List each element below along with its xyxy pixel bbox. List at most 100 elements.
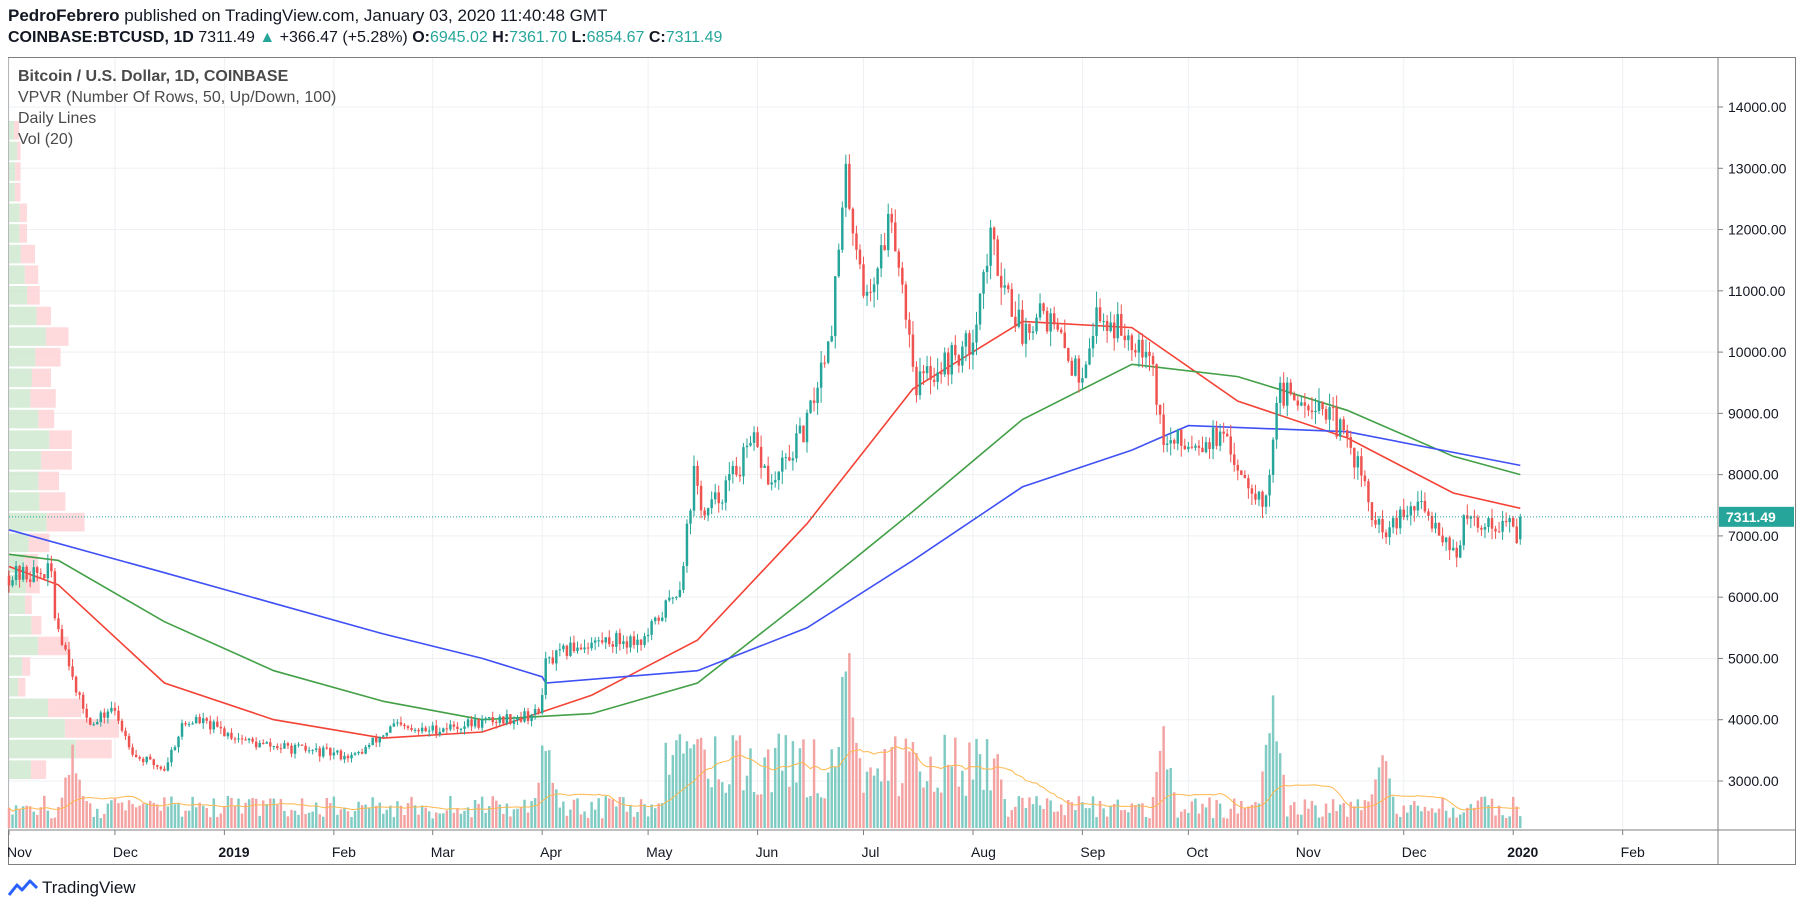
candle-body bbox=[837, 249, 841, 277]
candle-body bbox=[1067, 348, 1070, 361]
volume-bar bbox=[498, 804, 502, 828]
volume-bar bbox=[149, 800, 152, 828]
volume-bar bbox=[1169, 767, 1172, 828]
legend-title[interactable]: Bitcoin / U.S. Dollar, 1D, COINBASE bbox=[18, 68, 289, 85]
legend-volume[interactable]: Vol (20) bbox=[18, 131, 74, 148]
candle-body bbox=[1056, 324, 1059, 330]
vpvr-up-bar bbox=[9, 162, 16, 181]
author-name[interactable]: PedroFebrero bbox=[8, 6, 120, 25]
volume-bar bbox=[382, 813, 385, 828]
candle-body bbox=[329, 747, 332, 756]
volume-bar bbox=[1473, 807, 1476, 828]
candle-body bbox=[473, 719, 477, 727]
candle-body bbox=[516, 717, 519, 721]
volume-bar bbox=[1423, 806, 1427, 828]
candle-body bbox=[523, 711, 526, 722]
volume-bar bbox=[911, 742, 915, 828]
vpvr-down-bar bbox=[36, 306, 51, 326]
candle-body bbox=[1490, 518, 1494, 529]
vpvr-up-bar bbox=[9, 574, 26, 594]
candle-body bbox=[1014, 316, 1017, 327]
candle-body bbox=[265, 742, 268, 744]
volume-bar bbox=[14, 805, 18, 828]
candle-body bbox=[548, 657, 551, 659]
candle-body bbox=[1335, 407, 1338, 437]
candle-body bbox=[1247, 478, 1250, 489]
volume-bar bbox=[830, 749, 833, 828]
candle-body bbox=[851, 208, 855, 234]
candle-body bbox=[1141, 339, 1144, 358]
candle-body bbox=[307, 750, 311, 752]
tradingview-logo-icon bbox=[8, 879, 38, 896]
volume-bar bbox=[791, 741, 795, 828]
vpvr-up-bar bbox=[9, 306, 37, 326]
volume-bar bbox=[378, 802, 381, 828]
volume-bar bbox=[1466, 807, 1469, 828]
candle-body bbox=[1127, 335, 1130, 341]
candle-body bbox=[978, 293, 982, 325]
volume-bar bbox=[918, 771, 922, 828]
volume-bar bbox=[1102, 808, 1105, 828]
volume-bar bbox=[894, 736, 897, 828]
candle-body bbox=[304, 745, 307, 751]
volume-bar bbox=[1261, 771, 1264, 828]
volume-bar bbox=[1303, 799, 1307, 828]
candle-body bbox=[992, 227, 996, 240]
volume-bar bbox=[1420, 811, 1423, 828]
volume-bar bbox=[138, 805, 141, 828]
volume-bar bbox=[1109, 805, 1112, 828]
volume-bar bbox=[336, 814, 339, 828]
time-tick-label: Oct bbox=[1186, 844, 1208, 860]
volume-bar bbox=[1056, 811, 1059, 828]
volume-bar bbox=[431, 818, 434, 828]
volume-bar bbox=[1116, 799, 1119, 828]
candle-body bbox=[159, 766, 163, 769]
candle-body bbox=[445, 728, 449, 730]
volume-bar bbox=[657, 803, 660, 828]
open-label: O: bbox=[412, 29, 430, 46]
volume-bar bbox=[406, 803, 410, 828]
volume-bar bbox=[1293, 801, 1296, 828]
volume-bar bbox=[502, 813, 505, 828]
vpvr-up-bar bbox=[9, 265, 25, 284]
candle-body bbox=[103, 712, 106, 718]
volume-bar bbox=[223, 806, 226, 828]
vpvr-down-bar bbox=[13, 121, 19, 140]
candle-body bbox=[36, 567, 39, 573]
volume-bar bbox=[11, 814, 14, 828]
footer-brand[interactable]: TradingView bbox=[8, 878, 136, 898]
candle-body bbox=[632, 636, 636, 645]
volume-bar bbox=[795, 782, 798, 828]
volume-bar bbox=[1289, 805, 1292, 828]
volume-bar bbox=[579, 814, 583, 828]
volume-bar bbox=[1268, 733, 1271, 828]
volume-bar bbox=[816, 793, 819, 828]
candle-body bbox=[233, 738, 237, 740]
candle-body bbox=[731, 465, 735, 475]
candle-body bbox=[943, 352, 946, 375]
candle-body bbox=[982, 272, 985, 294]
volume-bar bbox=[477, 803, 480, 828]
legend-vpvr[interactable]: VPVR (Number Of Rows, 50, Up/Down, 100) bbox=[18, 89, 337, 106]
volume-bar bbox=[678, 734, 682, 828]
candle-body bbox=[675, 596, 678, 598]
candle-body bbox=[1331, 407, 1335, 409]
symbol-label[interactable]: COINBASE:BTCUSD, 1D bbox=[8, 29, 194, 46]
candle-body bbox=[1300, 402, 1303, 406]
candle-body bbox=[1112, 322, 1116, 339]
legend-daily-lines[interactable]: Daily Lines bbox=[18, 110, 97, 127]
volume-bar bbox=[311, 811, 314, 828]
candle-body bbox=[28, 579, 32, 582]
volume-bar bbox=[629, 805, 632, 828]
volume-bar bbox=[442, 813, 445, 828]
vpvr-down-bar bbox=[18, 677, 26, 697]
candle-body bbox=[653, 617, 657, 622]
volume-bar bbox=[318, 814, 321, 828]
volume-bar bbox=[996, 754, 999, 828]
candle-body bbox=[466, 719, 470, 727]
volume-bar bbox=[763, 757, 766, 828]
volume-bar bbox=[286, 816, 290, 828]
volume-bar bbox=[194, 807, 198, 828]
vpvr-down-bar bbox=[31, 616, 42, 635]
